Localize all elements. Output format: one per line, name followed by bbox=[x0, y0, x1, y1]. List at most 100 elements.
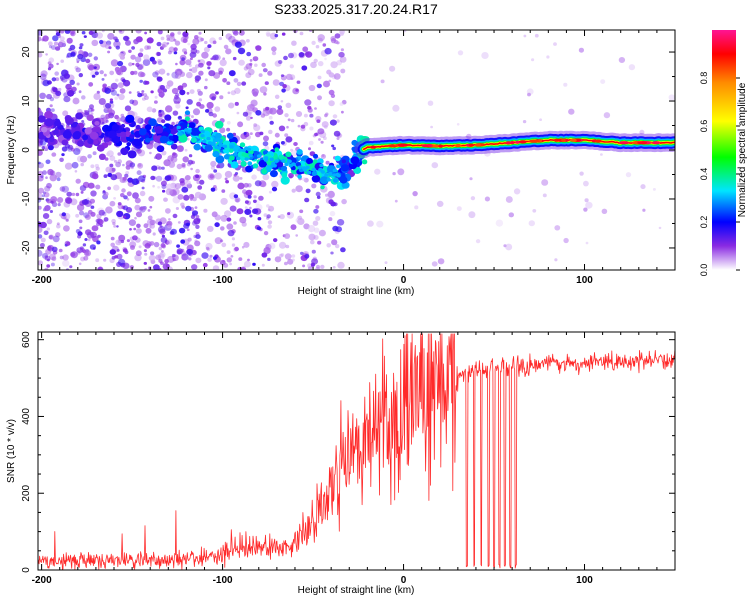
spectrogram-noise-speck bbox=[218, 70, 223, 75]
spectrogram-blob bbox=[227, 229, 235, 237]
spectrogram-noise-speck bbox=[253, 124, 261, 132]
spectrogram-signal-blob bbox=[258, 159, 268, 168]
spectrogram-signal-blob bbox=[159, 135, 169, 144]
spectrogram-noise-speck bbox=[98, 209, 106, 216]
spectrogram-noise-speck bbox=[181, 82, 188, 88]
spectrogram-noise-speck bbox=[157, 60, 163, 66]
spectrogram-noise-speck bbox=[147, 209, 151, 212]
spectrogram-noise-speck bbox=[176, 145, 184, 152]
spectrogram-noise-speck bbox=[128, 91, 132, 94]
spectrogram-noise-speck bbox=[313, 227, 320, 233]
spectrogram-signal-blob bbox=[351, 139, 358, 146]
spectrogram-signal-blob bbox=[138, 128, 147, 136]
spectrogram-blob bbox=[264, 81, 269, 85]
spectrogram-signal-blob bbox=[120, 123, 126, 128]
spectrogram-blob bbox=[237, 47, 246, 55]
spectrogram-signal-highlight bbox=[318, 167, 323, 172]
spectrogram-signal-blob bbox=[297, 174, 302, 179]
spectrogram-noise-speck bbox=[228, 102, 235, 109]
spectrogram-noise-speck bbox=[120, 239, 125, 244]
spectrogram-blob bbox=[50, 200, 54, 204]
spectrogram-noise-speck bbox=[71, 161, 79, 169]
spectrogram-blob bbox=[301, 65, 308, 71]
spectrogram-blob bbox=[158, 109, 162, 113]
spectrogram-noise-speck bbox=[154, 70, 160, 75]
spectrogram-noise-speck bbox=[165, 105, 173, 113]
spectrogram-noise-speck bbox=[38, 187, 45, 194]
spectrogram-signal-blob bbox=[171, 134, 179, 142]
spectrogram-noise-speck bbox=[167, 224, 172, 229]
spectrogram-noise-speck bbox=[135, 30, 142, 34]
spectrogram-noise-speck bbox=[110, 242, 115, 247]
spectrogram-noise-speck bbox=[284, 253, 292, 260]
spectrogram-noise-speck bbox=[220, 239, 224, 243]
spectrogram-noise-speck bbox=[90, 190, 97, 197]
spectrogram-signal-blob bbox=[87, 138, 94, 145]
spectrogram-blob bbox=[335, 226, 343, 233]
spectrogram-signal-highlight bbox=[263, 158, 269, 162]
spectrogram-noise-speck bbox=[41, 194, 46, 198]
spectrogram-noise-speck bbox=[221, 242, 227, 248]
spectrogram-noise-speck bbox=[99, 39, 104, 45]
spectrogram-noise-speck bbox=[271, 180, 279, 188]
spectrogram-noise-speck bbox=[291, 258, 295, 262]
colorbar-tick-label: 0.2 bbox=[699, 216, 709, 229]
spectrogram-noise-speck bbox=[136, 148, 142, 154]
spectrogram-noise-speck bbox=[324, 57, 327, 61]
spectrogram-blob bbox=[81, 199, 89, 206]
spectrogram-blob bbox=[88, 30, 94, 35]
spectrogram-noise-speck bbox=[430, 125, 433, 129]
spectrogram-blob bbox=[314, 132, 318, 137]
spectrogram-noise-speck bbox=[263, 231, 269, 236]
spectrogram-hotspot bbox=[454, 144, 462, 148]
spectrogram-noise-speck bbox=[128, 49, 132, 53]
spectrogram-noise-speck bbox=[85, 214, 91, 220]
spectrogram-signal-blob bbox=[212, 150, 220, 158]
spectrogram-noise-speck bbox=[157, 253, 165, 260]
spectrogram-noise-speck bbox=[205, 242, 213, 250]
spectrogram-blob bbox=[201, 252, 209, 259]
spectrogram-noise-speck bbox=[601, 208, 608, 214]
spectrogram-blob bbox=[146, 37, 154, 44]
spectrogram-noise-speck bbox=[166, 42, 170, 45]
spectrogram-noise-speck bbox=[212, 40, 217, 45]
spectrogram-noise-speck bbox=[336, 119, 340, 123]
spectrogram-signal-blob bbox=[126, 142, 131, 147]
spectrogram-noise-speck bbox=[148, 254, 156, 262]
spectrogram-blob bbox=[216, 164, 221, 169]
spectrogram-noise-speck bbox=[328, 89, 335, 96]
spectrogram-x-label: Height of straight line (km) bbox=[298, 286, 415, 297]
spectrogram-noise-speck bbox=[197, 59, 201, 63]
spectrogram-noise-speck bbox=[249, 59, 253, 62]
spectrogram-noise-speck bbox=[122, 176, 127, 181]
spectrogram-blob bbox=[252, 208, 259, 214]
spectrogram-noise-speck bbox=[269, 107, 277, 115]
spectrogram-noise-speck bbox=[117, 82, 124, 88]
spectrogram-noise-speck bbox=[68, 48, 72, 52]
spectrogram-noise-speck bbox=[143, 54, 150, 61]
spectrogram-signal-blob bbox=[62, 130, 72, 139]
spectrogram-signal-blob bbox=[296, 149, 303, 155]
spectrogram-noise-speck bbox=[326, 243, 332, 248]
spectrogram-noise-speck bbox=[254, 63, 258, 67]
spectrogram-blob bbox=[310, 262, 316, 267]
spectrogram-noise-speck bbox=[618, 57, 626, 63]
spectrogram-signal-blob bbox=[184, 110, 191, 115]
spectrogram-noise-speck bbox=[585, 201, 593, 209]
spectrogram-y-ticks: -20 -10 0 10 20 bbox=[21, 46, 675, 255]
spectrogram-signal-blob bbox=[153, 135, 161, 143]
spectrogram-signal-highlight bbox=[211, 142, 216, 147]
spectrogram-noise-speck bbox=[214, 172, 222, 180]
spectrogram-blob bbox=[245, 189, 253, 196]
spectrogram-hotspot bbox=[528, 139, 540, 143]
spectrogram-noise-speck bbox=[262, 109, 270, 117]
spectrogram-noise-speck bbox=[339, 102, 344, 106]
spectrogram-noise-speck bbox=[243, 241, 250, 248]
spectrogram-blob bbox=[43, 230, 49, 236]
spectrogram-noise-speck bbox=[160, 180, 167, 187]
spectrogram-signal-blob bbox=[339, 176, 348, 184]
spectrogram-noise-speck bbox=[87, 197, 90, 200]
spectrogram-noise-speck bbox=[200, 37, 204, 42]
spectrogram-noise-speck bbox=[156, 52, 161, 56]
spectrogram-noise-speck bbox=[73, 148, 81, 155]
